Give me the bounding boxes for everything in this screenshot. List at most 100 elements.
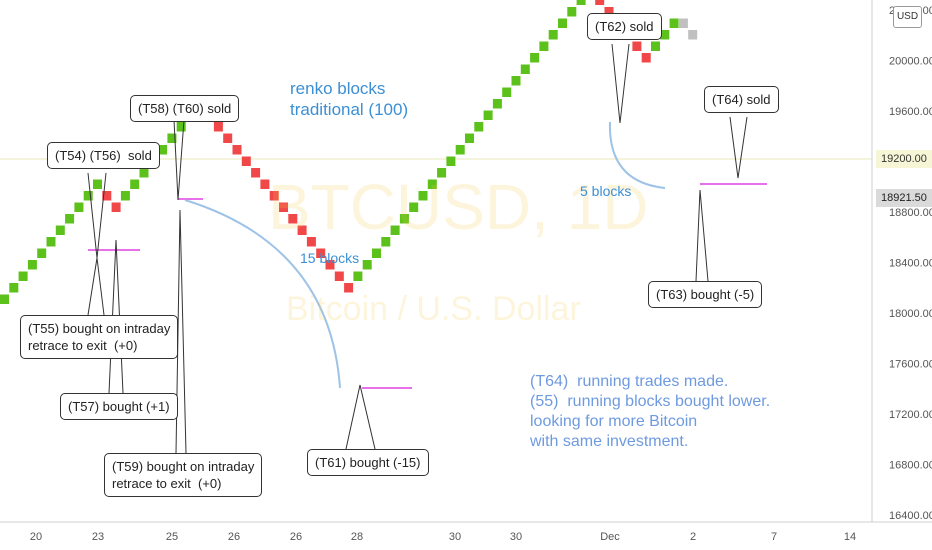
up-brick bbox=[418, 191, 428, 201]
up-brick bbox=[483, 110, 493, 120]
up-brick bbox=[520, 64, 530, 74]
time-tick-label: 30 bbox=[449, 531, 461, 543]
down-brick bbox=[232, 145, 242, 155]
up-brick bbox=[18, 271, 28, 281]
time-tick-label: 25 bbox=[166, 531, 178, 543]
time-axis: 20 23 25 26 26 28 30 30 Dec 2 7 14 bbox=[30, 531, 856, 543]
up-brick bbox=[558, 18, 567, 28]
callout-t59-bought: (T59) bought on intraday retrace to exit… bbox=[104, 453, 263, 497]
up-brick bbox=[46, 237, 56, 247]
up-brick bbox=[651, 41, 660, 51]
time-tick-label: 30 bbox=[510, 531, 522, 543]
up-brick bbox=[0, 294, 9, 304]
price-tick-label: 18400.00 bbox=[889, 258, 932, 270]
time-tick-label: 26 bbox=[290, 531, 302, 543]
up-brick bbox=[362, 260, 372, 270]
callout-leader bbox=[173, 119, 185, 201]
up-brick bbox=[9, 283, 19, 293]
up-brick bbox=[158, 145, 168, 155]
up-brick bbox=[74, 202, 84, 212]
up-brick bbox=[474, 122, 484, 132]
time-tick-label: 7 bbox=[771, 531, 777, 543]
level-price-badge: 19200.00 bbox=[876, 150, 932, 168]
up-brick bbox=[93, 179, 102, 189]
summary-note: (T64) running trades made. (55) running … bbox=[530, 373, 771, 450]
up-brick bbox=[120, 191, 130, 201]
up-brick bbox=[567, 7, 577, 17]
down-brick bbox=[641, 53, 651, 63]
callout-leader bbox=[345, 384, 376, 450]
up-brick bbox=[37, 248, 47, 258]
down-brick bbox=[334, 271, 344, 281]
up-brick bbox=[55, 225, 65, 235]
up-brick bbox=[530, 53, 540, 63]
callout-t62-sold: (T62) sold bbox=[587, 13, 662, 40]
down-brick bbox=[306, 237, 316, 247]
ghost-brick bbox=[678, 18, 688, 28]
up-brick bbox=[130, 179, 140, 189]
down-brick bbox=[325, 260, 335, 270]
up-brick bbox=[502, 87, 512, 97]
up-brick bbox=[409, 202, 419, 212]
name-watermark: Bitcoin / U.S. Dollar bbox=[286, 290, 581, 328]
down-brick bbox=[251, 168, 261, 178]
price-tick-label: 19600.00 bbox=[889, 106, 932, 118]
last-price-badge: 18921.50 bbox=[876, 189, 932, 207]
up-brick bbox=[65, 214, 75, 224]
callout-leader bbox=[729, 116, 748, 179]
down-brick bbox=[213, 122, 223, 132]
currency-button[interactable]: USD bbox=[893, 6, 922, 28]
up-brick bbox=[167, 133, 177, 143]
five-blocks-note: 5 blocks bbox=[580, 183, 632, 199]
callout-t54-t56-sold: (T54) (T56) sold bbox=[47, 142, 160, 169]
down-brick bbox=[260, 179, 270, 189]
up-brick bbox=[669, 18, 679, 28]
renko-note: renko blocks traditional (100) bbox=[290, 79, 409, 119]
price-axis: 20400.0020000.0019600.0019200.0018800.00… bbox=[889, 5, 932, 522]
up-brick bbox=[381, 237, 391, 247]
callout-t58-t60-sold: (T58) (T60) sold bbox=[130, 95, 240, 122]
up-brick bbox=[399, 214, 409, 224]
time-tick-label: 23 bbox=[92, 531, 104, 543]
down-brick bbox=[102, 191, 112, 201]
up-brick bbox=[390, 225, 400, 235]
block-count-curves bbox=[184, 121, 666, 389]
up-brick bbox=[660, 30, 670, 40]
callout-t64-sold: (T64) sold bbox=[704, 86, 779, 113]
up-brick bbox=[372, 248, 381, 258]
time-tick-label: 14 bbox=[844, 531, 856, 543]
up-brick bbox=[139, 168, 149, 178]
down-brick bbox=[316, 248, 326, 258]
down-brick bbox=[223, 133, 233, 143]
up-brick bbox=[492, 99, 502, 109]
time-tick-label: 26 bbox=[228, 531, 240, 543]
down-brick bbox=[288, 214, 298, 224]
symbol-watermark: BTCUSD, 1D bbox=[268, 171, 649, 243]
up-brick bbox=[83, 191, 93, 201]
price-tick-label: 16800.00 bbox=[889, 460, 932, 472]
ghost-brick bbox=[688, 30, 698, 40]
up-brick bbox=[353, 271, 363, 281]
time-tick-label: 20 bbox=[30, 531, 42, 543]
price-tick-label: 18000.00 bbox=[889, 308, 932, 320]
up-brick bbox=[427, 179, 437, 189]
time-tick-label: 28 bbox=[351, 531, 363, 543]
up-brick bbox=[455, 145, 465, 155]
down-brick bbox=[241, 156, 251, 166]
down-brick bbox=[595, 0, 605, 5]
down-brick bbox=[632, 41, 642, 51]
callout-leader bbox=[87, 257, 105, 316]
fifteen-blocks-note: 15 blocks bbox=[300, 250, 360, 266]
down-brick bbox=[604, 7, 614, 17]
fifteen-block-arc bbox=[184, 199, 341, 389]
callout-leader bbox=[175, 209, 187, 454]
down-brick bbox=[344, 283, 354, 293]
down-brick bbox=[111, 202, 121, 212]
callout-t55-bought: (T55) bought on intraday retrace to exit… bbox=[20, 315, 179, 359]
callout-leader bbox=[695, 189, 709, 282]
price-tick-label: 18800.00 bbox=[889, 207, 932, 219]
price-tick-label: 20000.00 bbox=[889, 56, 932, 68]
down-brick bbox=[269, 191, 279, 201]
down-brick bbox=[279, 202, 288, 212]
callout-t63-bought: (T63) bought (-5) bbox=[648, 281, 763, 308]
